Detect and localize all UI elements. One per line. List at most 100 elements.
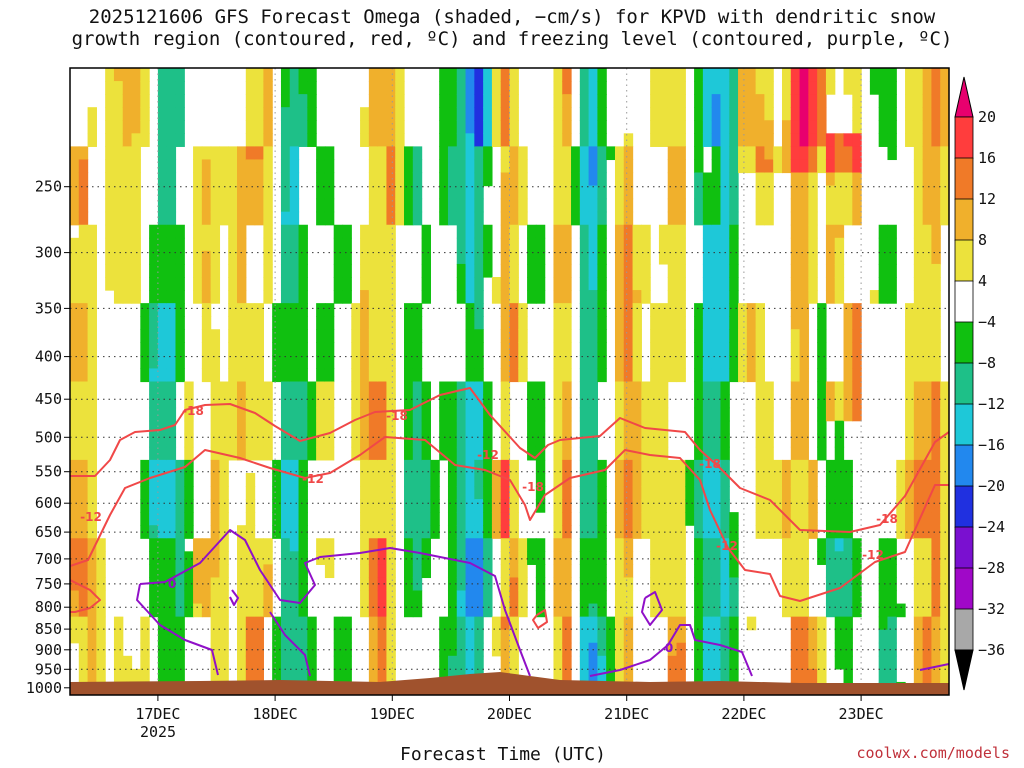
omega-cell (922, 159, 933, 174)
omega-cell (386, 551, 396, 565)
omega-cell (78, 512, 89, 526)
omega-cell (799, 224, 809, 239)
omega-cell (395, 133, 405, 147)
omega-cell (597, 564, 607, 579)
omega-cell (588, 159, 598, 174)
omega-cell (113, 120, 124, 134)
omega-cell (500, 342, 511, 356)
omega-cell (764, 211, 774, 226)
omega-cell (201, 551, 212, 565)
omega-cell (289, 159, 300, 174)
omega-cell (852, 407, 862, 422)
omega-cell (368, 394, 379, 409)
omega-cell (122, 290, 133, 304)
omega-cell (500, 629, 511, 644)
omega-cell (509, 159, 519, 174)
omega-cell (201, 564, 212, 579)
omega-cell (702, 512, 713, 526)
omega-cell (105, 146, 115, 161)
omega-cell (896, 499, 906, 513)
omega-cell (720, 564, 730, 579)
omega-cell (78, 564, 89, 579)
omega-cell (623, 446, 634, 461)
omega-cell (614, 355, 625, 370)
omega-cell (790, 146, 801, 161)
omega-cell (386, 316, 396, 330)
omega-cell (931, 499, 941, 513)
omega-cell (280, 224, 291, 239)
omega-cell (597, 224, 607, 239)
omega-cell (913, 525, 924, 539)
omega-cell (667, 512, 678, 526)
omega-cell (184, 499, 194, 513)
omega-cell (201, 198, 212, 213)
omega-cell (386, 459, 396, 474)
omega-cell (289, 381, 300, 396)
omega-cell (623, 433, 634, 448)
omega-cell (843, 472, 853, 487)
omega-cell (412, 590, 423, 605)
omega-cell (280, 655, 291, 670)
omega-cell (614, 499, 625, 513)
omega-cell (474, 433, 484, 448)
omega-cell (562, 668, 572, 683)
omega-cell (597, 525, 607, 539)
omega-cell (149, 407, 159, 422)
omega-cell (263, 81, 273, 95)
omega-cell (166, 538, 177, 552)
omega-cell (298, 120, 308, 134)
omega-cell (70, 303, 80, 317)
omega-cell (122, 668, 133, 683)
omega-cell (799, 120, 809, 134)
omega-cell (237, 224, 247, 239)
omega-cell (377, 94, 388, 108)
omega-cell (491, 459, 502, 474)
omega-cell (694, 342, 704, 356)
omega-cell (931, 407, 941, 422)
omega-cell (386, 329, 396, 343)
terrain-fill (70, 672, 949, 695)
omega-cell (632, 224, 642, 239)
omega-cell (667, 290, 678, 304)
omega-cell (527, 237, 537, 252)
omega-cell (905, 107, 915, 121)
omega-cell (272, 499, 282, 513)
omega-cell (219, 603, 229, 618)
omega-cell (78, 277, 89, 291)
omega-cell (228, 303, 238, 317)
omega-cell (579, 107, 590, 121)
omega-cell (131, 237, 141, 252)
omega-cell (887, 277, 897, 291)
omega-cell (210, 368, 221, 383)
omega-cell (280, 250, 291, 265)
omega-cell (852, 368, 862, 383)
omega-cell (667, 277, 678, 291)
omega-cell (298, 446, 308, 461)
omega-cell (931, 120, 941, 134)
omega-cell (667, 564, 678, 579)
omega-cell (790, 525, 801, 539)
omega-cell (799, 81, 809, 95)
omega-cell (931, 577, 941, 592)
omega-cell (562, 68, 572, 82)
omega-cell (702, 486, 713, 500)
omega-cell (922, 303, 933, 317)
omega-cell (289, 198, 300, 213)
omega-cell (799, 368, 809, 383)
omega-cell (324, 198, 335, 213)
omega-cell (447, 446, 458, 461)
omega-cell (571, 172, 581, 187)
omega-cell (553, 290, 563, 304)
omega-cell (799, 94, 809, 108)
omega-cell (412, 551, 423, 565)
omega-cell (702, 420, 713, 435)
omega-cell (614, 590, 625, 605)
omega-cell (623, 616, 634, 631)
omega-cell (368, 433, 379, 448)
omega-cell (834, 655, 845, 670)
omega-cell (843, 303, 853, 317)
omega-cell (175, 368, 185, 383)
omega-cell (465, 211, 475, 226)
omega-cell (579, 198, 590, 213)
omega-cell (790, 185, 801, 200)
